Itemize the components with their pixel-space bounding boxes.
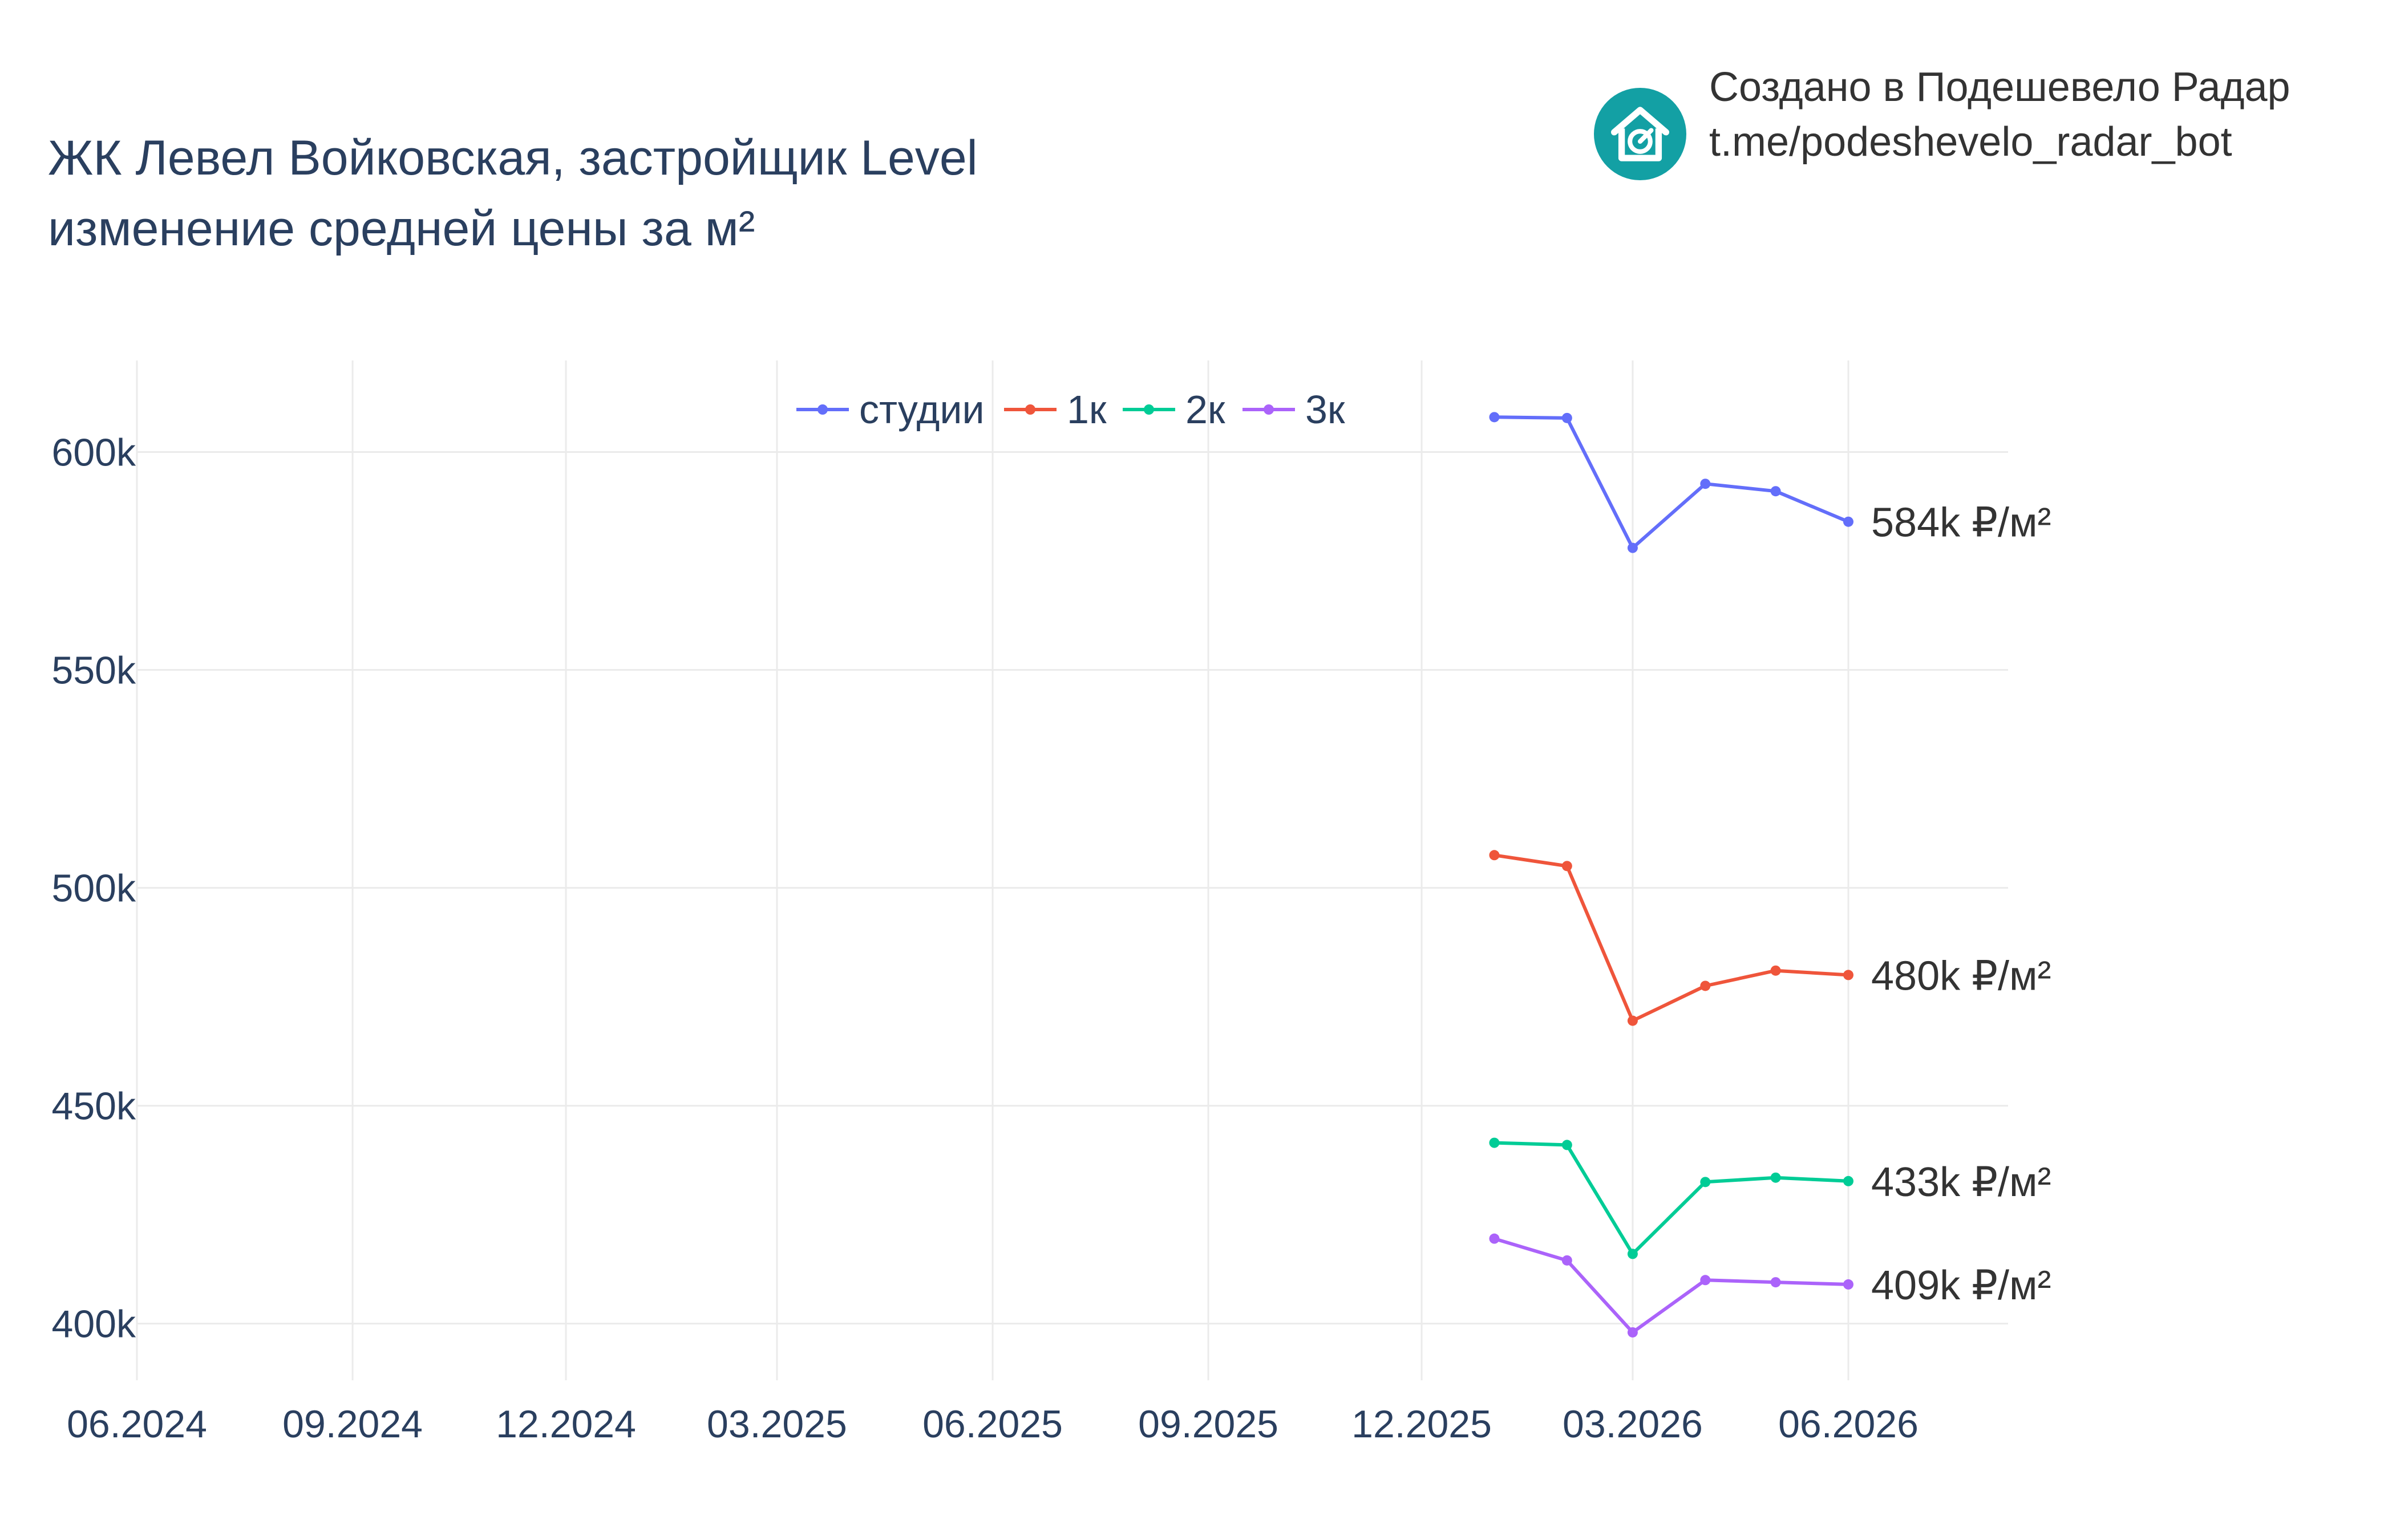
data-point (1843, 516, 1853, 527)
legend-item-label: 1к (1067, 387, 1107, 432)
chart-title-line-2: изменение средней цены за м² (48, 201, 755, 256)
data-point (1843, 1176, 1853, 1186)
x-tick-label: 06.2025 (922, 1403, 1063, 1446)
data-point (1489, 1137, 1500, 1148)
y-tick-label: 400k (52, 1303, 136, 1346)
x-tick-label: 06.2024 (67, 1403, 207, 1446)
series-end-label: 480k ₽/м² (1871, 953, 2051, 999)
credit-link[interactable]: t.me/podeshevelo_radar_bot (1709, 119, 2232, 165)
series-line (1494, 1237, 1849, 1334)
x-tick-label: 06.2026 (1778, 1403, 1919, 1446)
data-point (1770, 1172, 1781, 1183)
legend-swatch-marker (1144, 404, 1154, 415)
x-tick-label: 09.2024 (282, 1403, 423, 1446)
series-line (1494, 1141, 1849, 1256)
data-point (1770, 486, 1781, 497)
data-point (1843, 970, 1853, 980)
y-tick-label: 500k (52, 867, 136, 910)
data-point (1489, 1233, 1500, 1244)
data-point (1561, 1255, 1572, 1266)
y-tick-label: 450k (52, 1085, 136, 1128)
data-point (1843, 1279, 1853, 1290)
series-layer (1489, 412, 1853, 1338)
data-point (1700, 1177, 1711, 1188)
data-point (1627, 1249, 1638, 1259)
x-tick-label: 09.2025 (1138, 1403, 1278, 1446)
y-tick-label: 600k (52, 431, 136, 474)
data-point (1627, 1327, 1638, 1338)
house-logo-icon (1594, 88, 1686, 180)
x-tick-label: 03.2025 (707, 1403, 847, 1446)
series-line (1494, 415, 1849, 550)
legend-swatch-marker (1025, 404, 1035, 415)
series-line (1494, 853, 1849, 1023)
data-point (1489, 412, 1500, 423)
data-point (1489, 850, 1500, 861)
credit-text: Создано в Подешевело Радар (1709, 64, 2290, 110)
data-point (1700, 1275, 1711, 1286)
x-tick-label: 12.2025 (1351, 1403, 1492, 1446)
data-point (1770, 965, 1781, 976)
legend-item-label: 3к (1305, 387, 1345, 432)
chart-title-line-1: ЖК Левел Войковская, застройщик Level (48, 131, 978, 185)
series-end-label: 584k ₽/м² (1871, 500, 2051, 546)
legend-item-label: 2к (1185, 387, 1225, 432)
x-tick-label: 12.2024 (496, 1403, 636, 1446)
tick-layer: 06.2024 09.2024 12.2024 03.2025 06.2025 09.20… (52, 431, 1919, 1446)
legend-item-label: студии (859, 387, 985, 432)
series-end-label: 433k ₽/м² (1871, 1160, 2051, 1205)
grid-layer (136, 360, 2008, 1380)
data-point (1561, 861, 1572, 872)
data-point (1561, 412, 1572, 423)
legend-swatch-marker (817, 404, 828, 415)
data-point (1627, 1015, 1638, 1026)
data-point (1700, 980, 1711, 991)
data-point (1627, 542, 1638, 553)
series-end-label: 409k ₽/м² (1871, 1263, 2051, 1308)
x-tick-label: 03.2026 (1563, 1403, 1703, 1446)
y-tick-label: 550k (52, 649, 136, 692)
legend-swatch-marker (1264, 404, 1274, 415)
end-label-layer: 584k ₽/м² 480k ₽/м² 433k ₽/м² 409k ₽/м² (1871, 500, 2051, 1308)
legend: студии 1к 2к 3к (796, 387, 1345, 432)
data-point (1700, 479, 1711, 489)
data-point (1770, 1277, 1781, 1288)
data-point (1561, 1140, 1572, 1150)
